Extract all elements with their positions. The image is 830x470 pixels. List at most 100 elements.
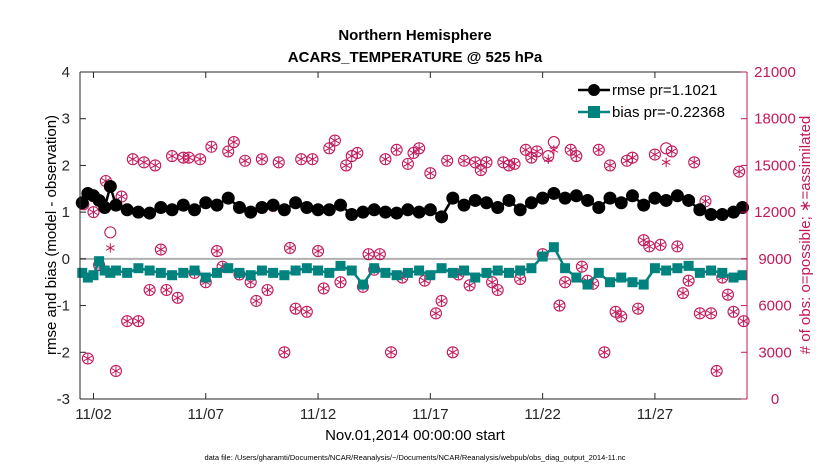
obs-assimilated-point [476,165,486,175]
bias-point [616,272,627,283]
bias-point [133,263,144,274]
asterisk-stroke [308,156,317,163]
asterisk-stroke [599,349,609,356]
obs-assimilated-point [296,154,306,164]
asterisk-stroke [605,162,615,169]
asterisk-stroke [549,147,559,153]
obs-possible-point [137,156,151,169]
asterisk-stroke [487,279,497,286]
asterisk-stroke [274,159,284,166]
obs-possible-point [682,274,695,287]
rmse-point [232,200,246,214]
obs-possible-point [710,364,723,378]
asterisk-stroke [723,291,733,298]
asterisk-stroke [223,148,233,155]
asterisk-stroke [510,161,519,167]
x-tick-label: 11/07 [188,406,224,423]
asterisk-stroke [667,148,677,155]
bias-point [211,267,222,278]
rmse-point [491,200,505,214]
bias-point [369,263,380,274]
x-tick-label: 11/27 [637,406,673,423]
obs-possible-point [401,157,414,170]
rmse-point [210,198,224,212]
y2-tick-label: 6000 [758,298,791,315]
rmse-point [300,200,314,214]
obs-possible-point [109,364,122,378]
asterisk-stroke [184,154,194,161]
obs-possible-point [435,294,448,307]
legend-bias-marker [588,106,600,118]
obs-possible-point [648,148,661,161]
obs-assimilated-point [251,296,261,306]
legend-bias-label: bias pr=-0.22368 [612,104,725,121]
asterisk-stroke [644,243,654,250]
asterisk-stroke [611,308,621,315]
bias-point [492,265,503,276]
rmse-point [165,203,179,217]
obs-assimilated-point [206,141,216,152]
obs-assimilated-point [526,152,536,163]
obs-assimilated-point [195,154,205,164]
obs-possible-point [418,274,431,287]
bias-point [447,267,458,278]
bias-point [593,267,604,278]
asterisk-stroke [739,318,749,324]
obs-assimilated-point [319,283,329,294]
obs-possible-point [632,302,645,315]
asterisk-stroke [678,290,688,296]
obs-assimilated-point [672,241,682,252]
asterisk-stroke [251,298,261,304]
bias-point [391,270,402,281]
obs-possible-point [379,153,392,166]
obs-possible-point [87,206,100,219]
asterisk-stroke [465,282,475,289]
obs-assimilated-point [150,160,160,171]
bias-point [470,272,481,283]
rmse-point [457,198,471,212]
asterisk-stroke [101,178,111,184]
asterisk-stroke [571,153,581,159]
rmse-point [131,205,145,219]
y-tick-label: 1 [62,204,70,221]
obs-assimilated-point [689,157,699,168]
obs-assimilated-point [133,316,143,326]
obs-assimilated-point [308,154,317,164]
obs-possible-point [154,243,167,256]
asterisk-stroke [279,349,289,356]
asterisk-stroke [319,285,329,292]
obs-assimilated-point [167,151,177,161]
asterisk-stroke [526,154,536,161]
rmse-point [322,203,336,217]
rmse-point [592,200,606,214]
obs-possible-point [323,142,336,155]
obs-assimilated-point [515,274,525,284]
bias-point [167,270,178,281]
obs-assimilated-point [156,244,166,255]
asterisk-stroke [616,313,626,320]
rmse-point [569,189,583,203]
rmse-point [221,191,235,205]
obs-possible-point [446,346,459,359]
obs-possible-point [149,159,162,172]
obs-possible-point [676,287,690,300]
asterisk-stroke [628,154,637,161]
obs-possible-point [126,153,139,166]
obs-assimilated-point [89,207,98,217]
obs-assimilated-point [240,155,250,166]
asterisk-stroke [83,355,93,362]
obs-possible-point [737,315,750,328]
obs-assimilated-point [656,240,665,250]
bias-point [268,267,279,278]
series-marker-layer [75,179,750,290]
obs-possible-point [104,226,117,239]
y2-tick-label: 15000 [754,157,796,174]
rmse-point [143,206,157,220]
asterisk-stroke [493,287,503,293]
bias-point [661,265,672,276]
legend-rmse-marker [588,84,600,96]
obs-assimilated-point [403,159,413,169]
obs-assimilated-point [324,143,334,154]
